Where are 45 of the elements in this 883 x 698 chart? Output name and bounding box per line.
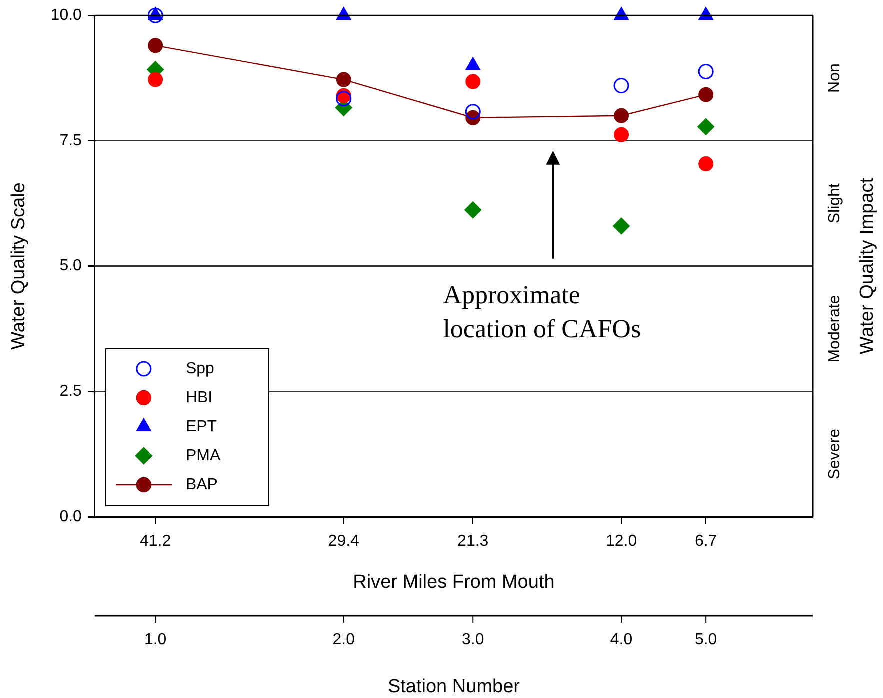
text: 2.0 <box>332 631 356 648</box>
point <box>698 118 715 136</box>
point <box>698 156 714 172</box>
y-tick-label: 2.5 <box>60 383 82 400</box>
point <box>698 64 714 80</box>
y-tick-label: 7.5 <box>60 132 82 150</box>
legend-label: BAP <box>186 476 218 494</box>
text: 1.0 <box>144 631 167 648</box>
y-tick-label: 5.0 <box>60 258 82 275</box>
text: Slight <box>826 183 844 224</box>
x-tick-label: 41.2 <box>140 533 172 550</box>
text: 5.0 <box>694 631 718 648</box>
text: Moderate <box>826 295 844 363</box>
point <box>698 87 714 102</box>
legend-label: PMA <box>186 447 221 464</box>
point <box>148 8 164 24</box>
x-tick-label: 12.0 <box>606 533 638 550</box>
point <box>466 74 481 90</box>
point <box>465 104 481 120</box>
point <box>148 38 164 54</box>
x-tick-label: 21.3 <box>458 533 489 550</box>
x-tick-label: 29.4 <box>328 533 360 550</box>
legend-label: HBI <box>186 389 213 406</box>
point <box>336 72 352 88</box>
point <box>613 218 630 235</box>
y2-axis-title: Water Quality Impact <box>857 177 878 355</box>
y-axis-title: Water Quality Scale <box>8 182 30 350</box>
legend-label: EPT <box>186 418 218 436</box>
text: Severe <box>826 428 844 480</box>
point <box>614 108 630 124</box>
point <box>614 78 630 94</box>
point <box>148 72 164 88</box>
annotation: Approximate location of CAFOs <box>443 280 642 344</box>
text: Non <box>826 64 844 93</box>
x-axis-title: River Miles From Mouth <box>353 572 555 593</box>
point <box>614 127 630 142</box>
y-tick-label: 0.0 <box>60 508 82 526</box>
text: 3.0 <box>462 631 484 648</box>
point <box>336 91 352 107</box>
point <box>464 202 482 219</box>
y-tick-label: 10.0 <box>50 7 82 24</box>
x-tick-label: 6.7 <box>694 533 718 550</box>
legend-label: Spp <box>186 360 215 378</box>
x2-axis-title: Station Number <box>388 676 521 698</box>
text: 4.0 <box>610 631 633 648</box>
